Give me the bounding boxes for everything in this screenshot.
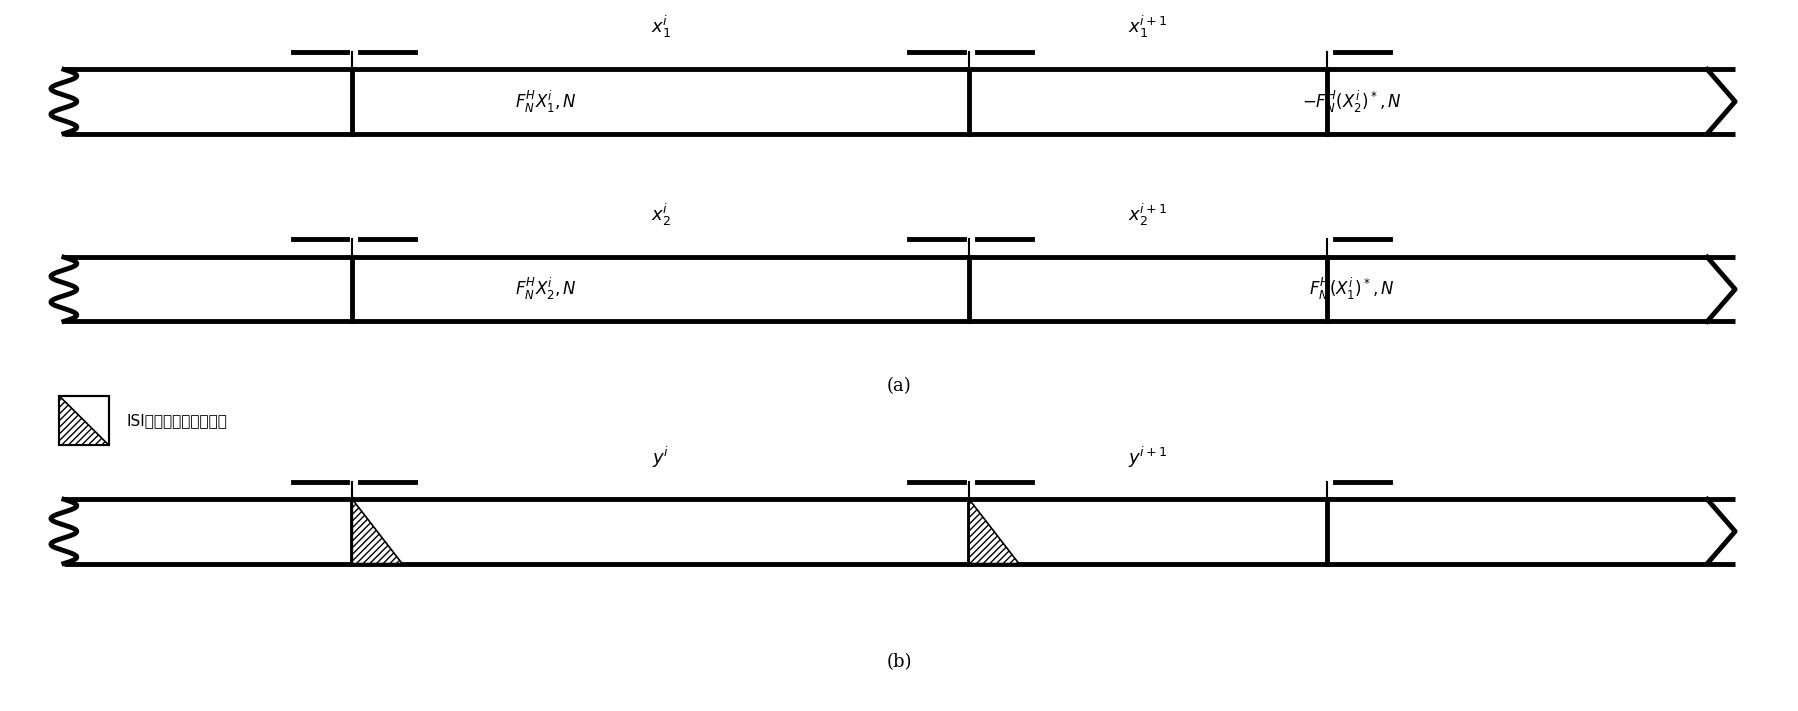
Polygon shape	[59, 395, 108, 445]
Text: $y^{i+1}$: $y^{i+1}$	[1127, 444, 1167, 470]
Text: $-F_N^H (X_2^i)^*, N$: $-F_N^H (X_2^i)^*, N$	[1302, 88, 1401, 114]
Text: ISI与循环前缀重构部分: ISI与循环前缀重构部分	[126, 412, 227, 428]
Polygon shape	[969, 499, 1018, 564]
Text: $y^i$: $y^i$	[651, 444, 669, 470]
Text: $F_N^H (X_1^i)^*, N$: $F_N^H (X_1^i)^*, N$	[1309, 276, 1393, 302]
Text: $x_1^{i+1}$: $x_1^{i+1}$	[1127, 14, 1167, 40]
Bar	[59, 395, 108, 445]
Bar	[59, 395, 108, 445]
Text: (a): (a)	[886, 377, 912, 395]
Text: $F_N^H X_2^i, N$: $F_N^H X_2^i, N$	[516, 276, 577, 302]
Text: (b): (b)	[886, 653, 912, 671]
Text: $x_2^i$: $x_2^i$	[651, 201, 671, 228]
Text: $x_1^i$: $x_1^i$	[651, 14, 671, 40]
Text: $x_2^{i+1}$: $x_2^{i+1}$	[1127, 201, 1167, 228]
Text: $F_N^H X_1^i, N$: $F_N^H X_1^i, N$	[516, 88, 577, 114]
Polygon shape	[352, 499, 403, 564]
